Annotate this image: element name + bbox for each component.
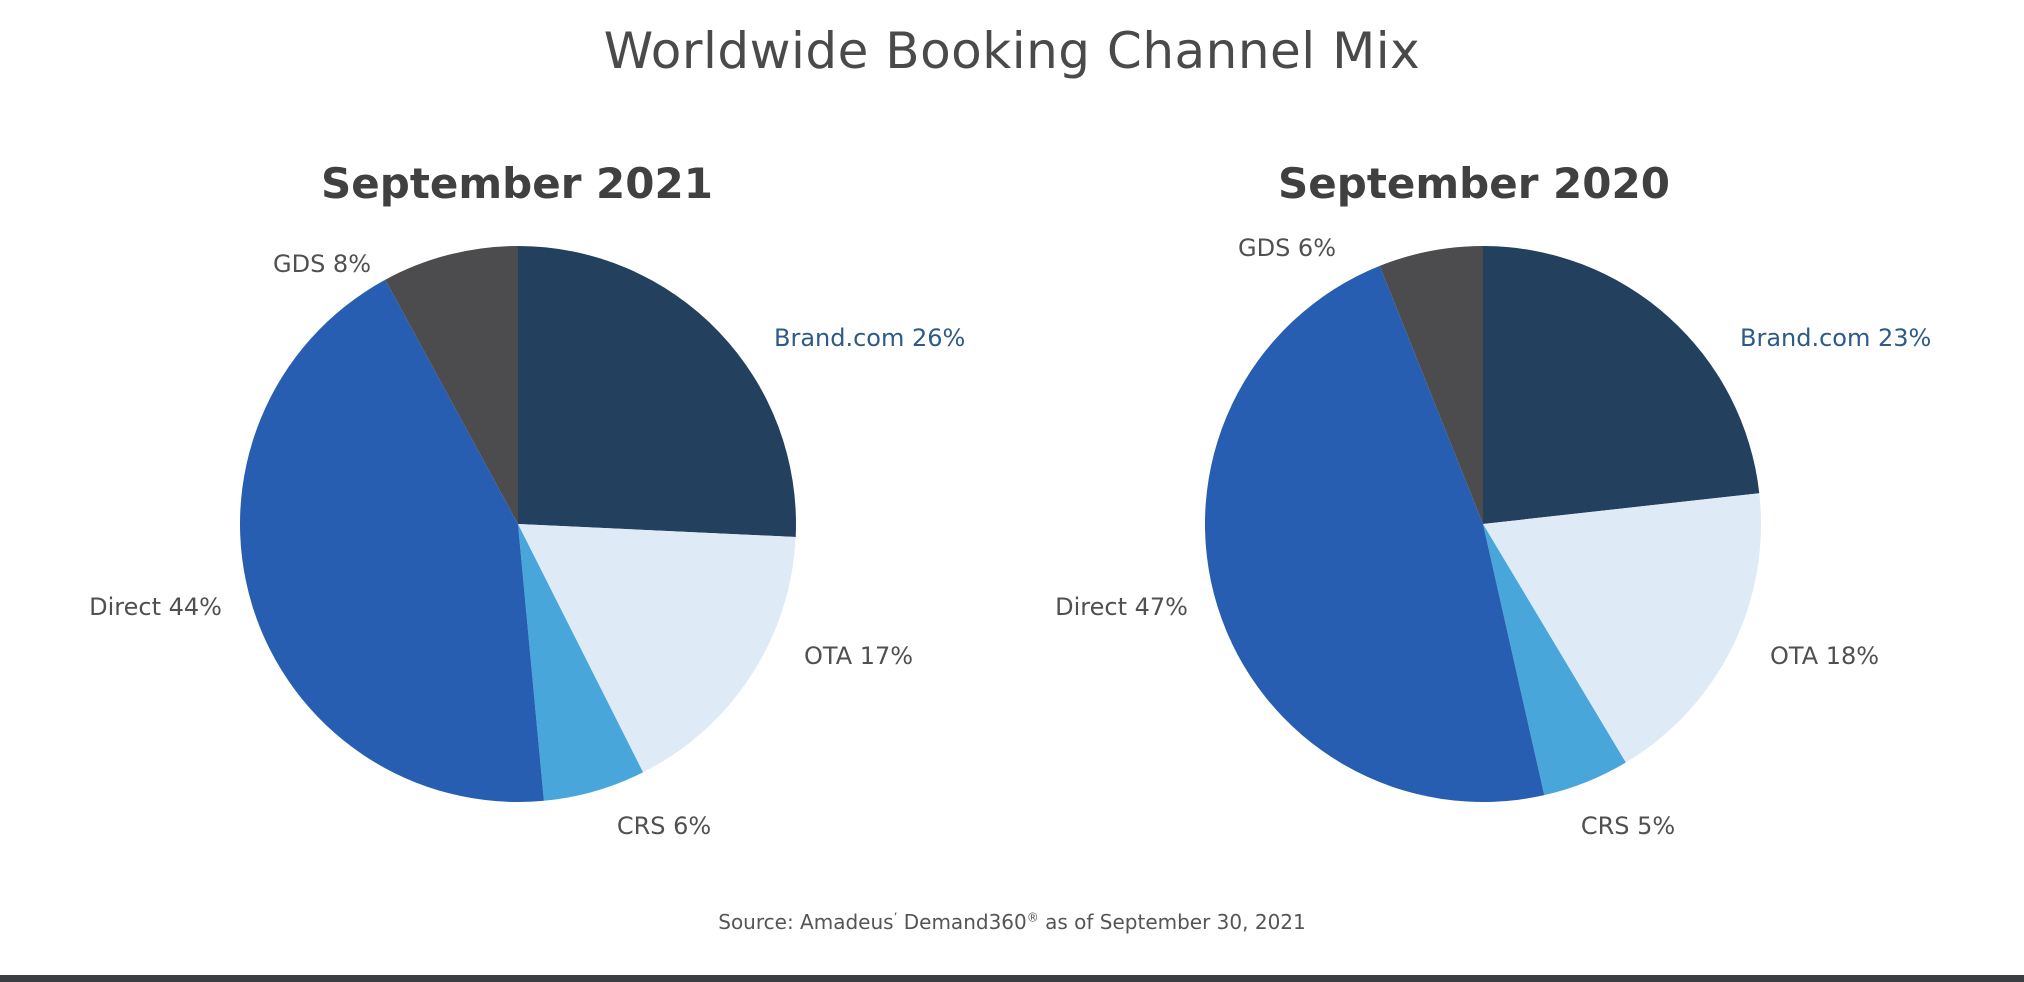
slice-label-direct: Direct 47%: [1055, 593, 1188, 621]
slice-label-crs: CRS 6%: [617, 812, 711, 840]
chart-title-2021: September 2021: [321, 159, 713, 208]
source-note: Source: Amadeus’ Demand360® as of Septem…: [718, 910, 1306, 934]
slice-label-crs: CRS 5%: [1581, 812, 1675, 840]
pie-2020: [1204, 246, 1762, 803]
pie-2020-labels: Brand.com 23% OTA 18% CRS 5% Direct 47% GDS …: [1055, 234, 1931, 840]
pie-slice-brand-com: [518, 246, 797, 537]
chart-title-2020: September 2020: [1278, 159, 1670, 208]
slice-label-direct: Direct 44%: [89, 593, 222, 621]
slice-label-gds: GDS 6%: [1238, 234, 1336, 262]
pie-slice-crs: [518, 524, 644, 801]
bottom-bar: [0, 975, 2024, 982]
source-mark: ’: [893, 910, 898, 925]
slice-label-brand-com: Brand.com 23%: [1740, 324, 1931, 352]
pie-2021-labels: Brand.com 26% OTA 17% CRS 6% Direct 44% GDS …: [89, 250, 965, 840]
page-title: Worldwide Booking Channel Mix: [603, 22, 1421, 80]
pie-slice-direct: [239, 279, 544, 802]
slice-label-ota: OTA 17%: [804, 642, 913, 670]
pie-2021: [239, 246, 797, 802]
slice-label-brand-com: Brand.com 26%: [774, 324, 965, 352]
pie-slice-crs: [1483, 524, 1626, 796]
pie-slice-direct: [1204, 265, 1545, 803]
pie-slice-gds: [1379, 246, 1483, 524]
pie-slice-gds: [385, 246, 518, 524]
slice-label-ota: OTA 18%: [1770, 642, 1879, 670]
registered-mark: ®: [1026, 910, 1039, 925]
pie-slice-ota: [1483, 493, 1762, 763]
slice-label-gds: GDS 8%: [273, 250, 371, 278]
pie-slice-ota: [518, 524, 796, 773]
pie-slice-brand-com: [1483, 246, 1760, 524]
